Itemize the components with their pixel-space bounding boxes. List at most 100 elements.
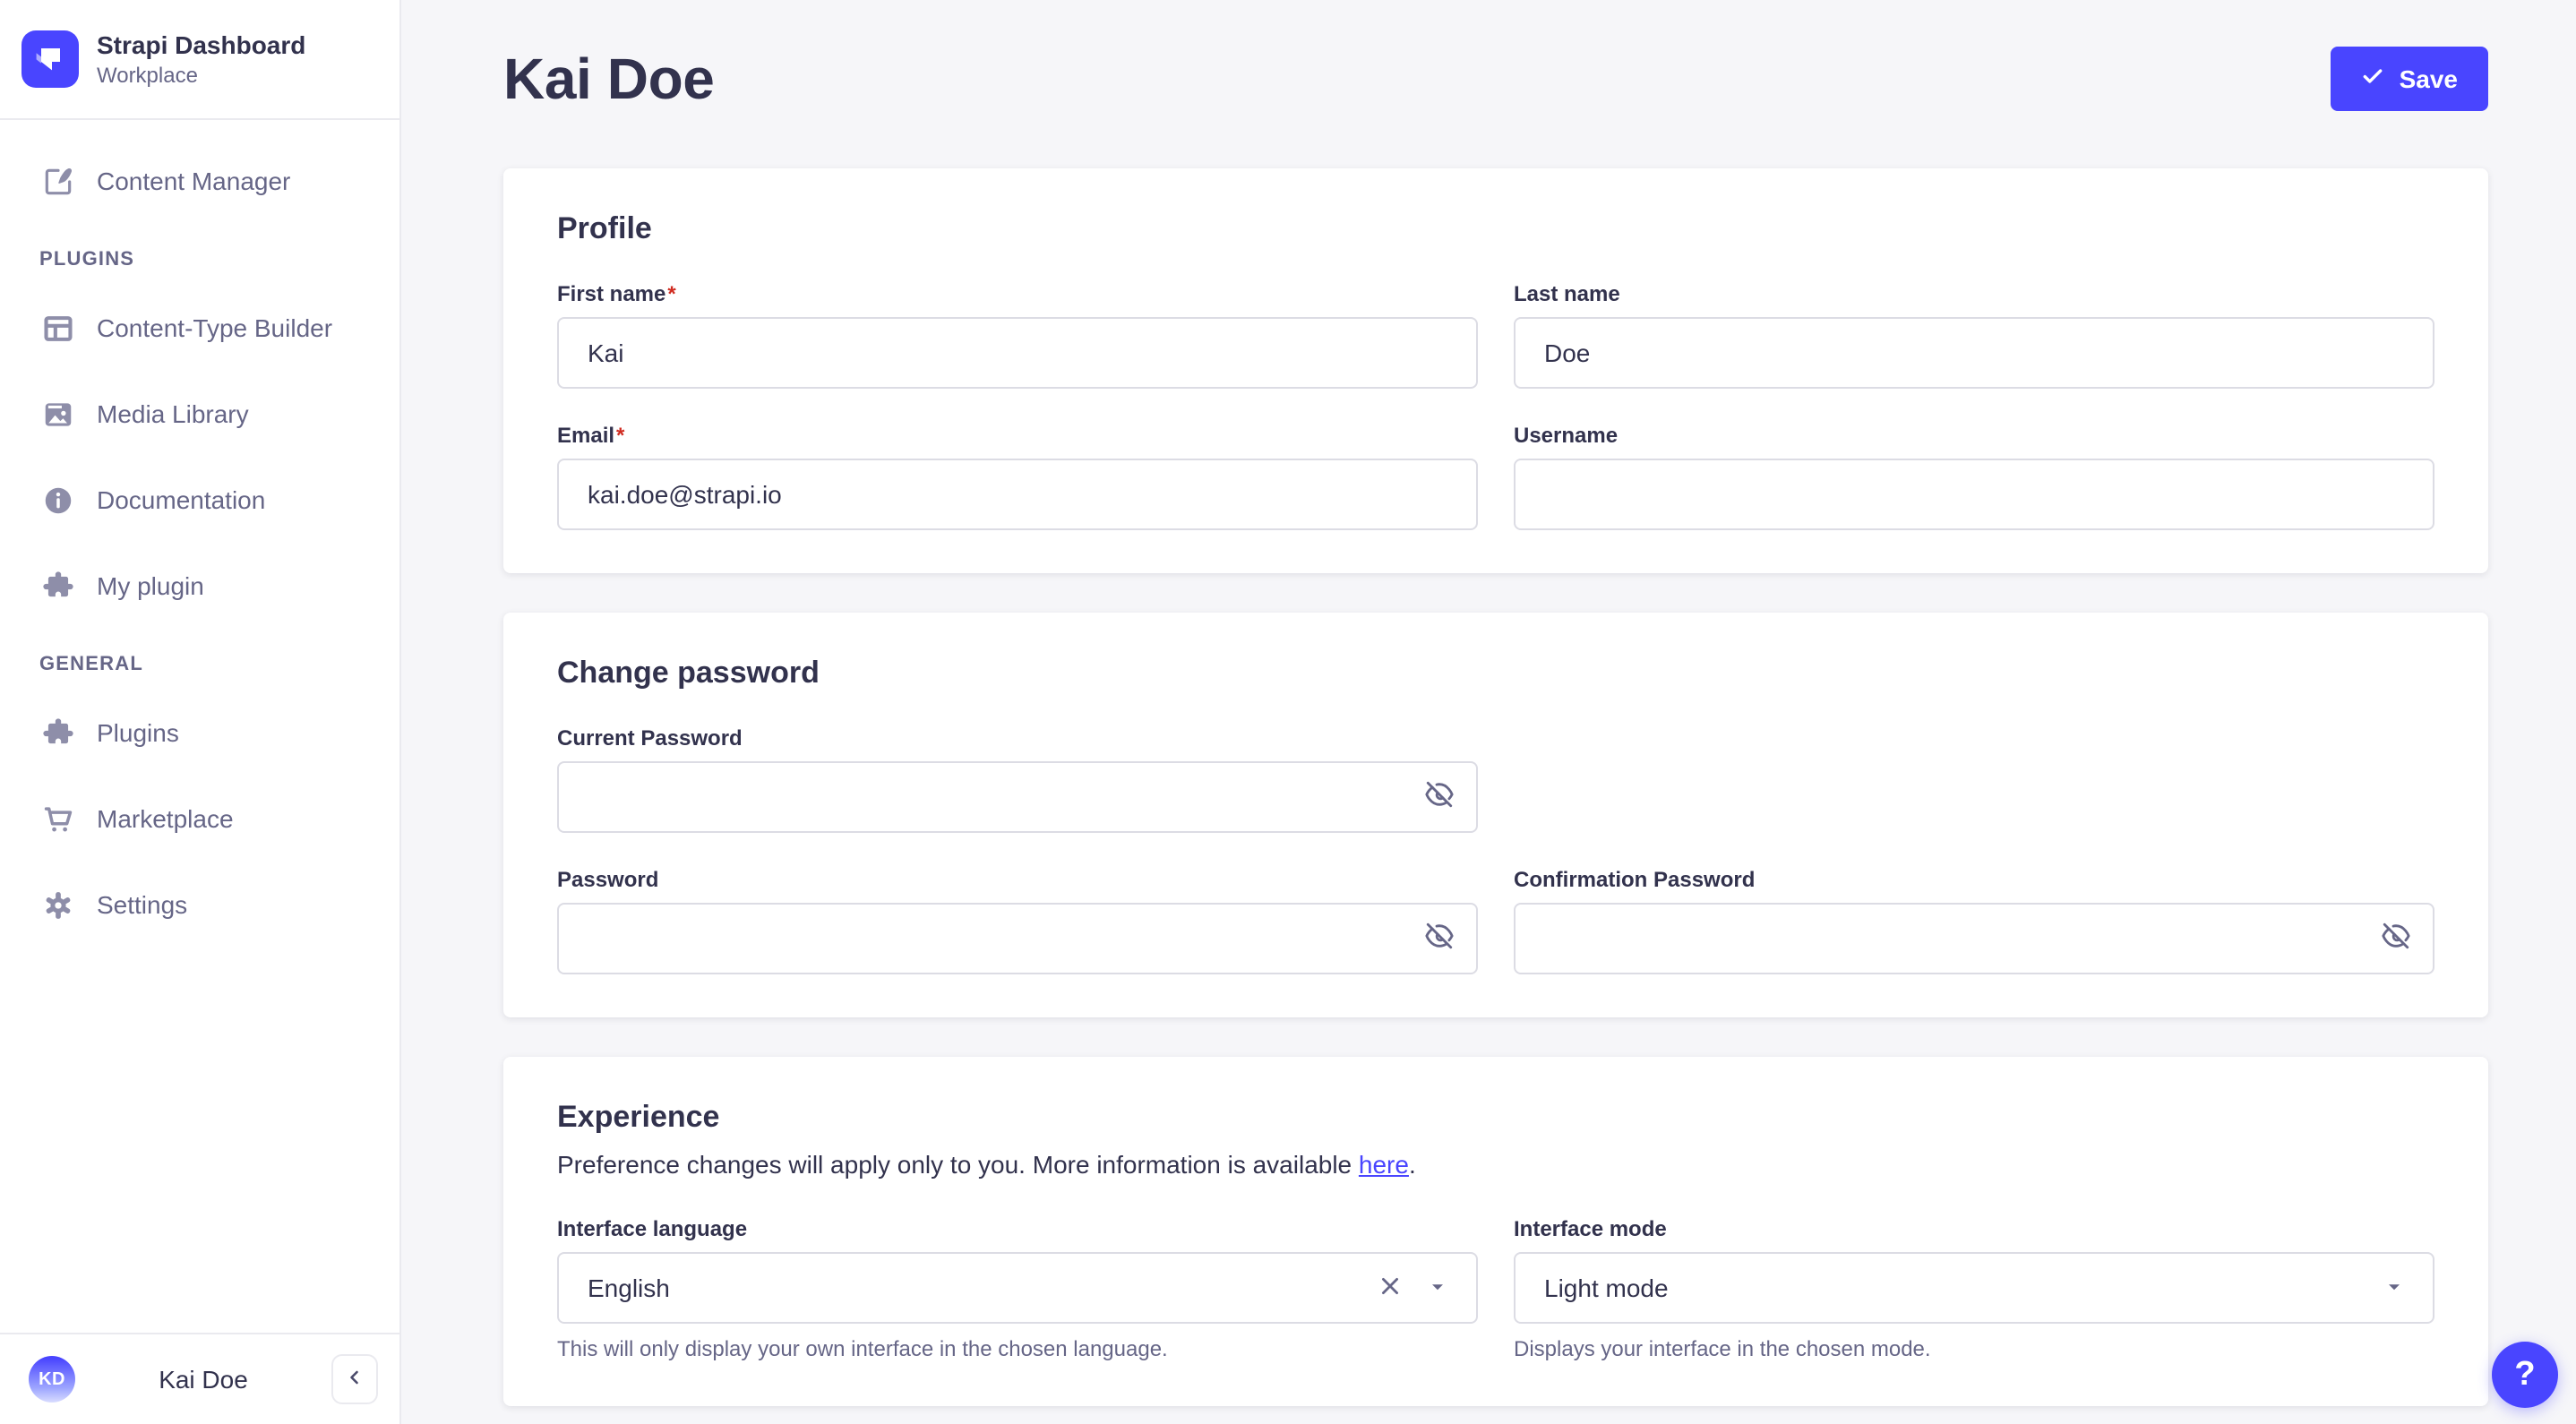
sidebar-item-label: Content Manager xyxy=(97,167,291,195)
sidebar-item-settings[interactable]: Settings xyxy=(21,869,378,940)
save-button[interactable]: Save xyxy=(2331,47,2488,111)
help-button[interactable]: ? xyxy=(2492,1342,2558,1408)
confirmation-password-field: Confirmation Password xyxy=(1514,865,2434,974)
sidebar-item-label: Content-Type Builder xyxy=(97,313,333,342)
sidebar-item-documentation[interactable]: Documentation xyxy=(21,464,378,536)
collapse-sidebar-button[interactable] xyxy=(331,1354,378,1404)
sidebar-section-plugins: PLUGINS xyxy=(39,249,135,270)
more-information-link[interactable]: here xyxy=(1358,1150,1409,1179)
sidebar-nav: Content Manager PLUGINS Content-Type Bui… xyxy=(0,120,399,1333)
sidebar: Strapi Dashboard Workplace Content Manag… xyxy=(0,0,401,1424)
last-name-label: Last name xyxy=(1514,281,1620,306)
email-input[interactable] xyxy=(557,459,1478,530)
new-password-field: Password xyxy=(557,865,1478,974)
current-password-input[interactable] xyxy=(557,761,1478,833)
experience-description: Preference changes will apply only to yo… xyxy=(557,1150,1416,1179)
interface-mode-field: Interface mode Light mode Displays your … xyxy=(1514,1214,2434,1363)
pen-icon xyxy=(39,163,75,199)
interface-language-value: English xyxy=(588,1274,670,1302)
chevron-down-icon[interactable] xyxy=(1428,1274,1447,1302)
first-name-label: First name * xyxy=(557,281,676,306)
gear-icon xyxy=(39,887,75,922)
interface-language-label: Interface language xyxy=(557,1216,748,1241)
change-password-section-title: Change password xyxy=(557,656,820,690)
first-name-input[interactable] xyxy=(557,317,1478,389)
current-password-field: Current Password xyxy=(557,724,1478,833)
interface-language-hint: This will only display your own interfac… xyxy=(557,1336,1168,1361)
sidebar-item-label: Plugins xyxy=(97,718,179,747)
last-name-input[interactable] xyxy=(1514,317,2434,389)
avatar[interactable]: KD xyxy=(29,1356,75,1403)
puzzle-icon xyxy=(39,715,75,751)
chevron-down-icon[interactable] xyxy=(2384,1274,2404,1302)
profile-card: Profile First name* Last name Email* xyxy=(503,168,2488,573)
required-asterisk: * xyxy=(616,423,625,448)
toggle-password-visibility-button[interactable] xyxy=(2377,917,2415,960)
layout-icon xyxy=(39,310,75,346)
sidebar-user-row: KD Kai Doe xyxy=(0,1333,399,1424)
sidebar-item-content-manager[interactable]: Content Manager xyxy=(21,145,378,217)
toggle-password-visibility-button[interactable] xyxy=(1421,776,1458,819)
question-mark-icon: ? xyxy=(2514,1355,2536,1393)
toggle-password-visibility-button[interactable] xyxy=(1421,917,1458,960)
brand-subtitle: Workplace xyxy=(97,62,198,87)
required-asterisk: * xyxy=(667,281,676,306)
confirmation-password-input[interactable] xyxy=(1514,903,2434,974)
interface-language-select[interactable]: English xyxy=(557,1252,1478,1324)
user-name: Kai Doe xyxy=(159,1365,248,1394)
username-input[interactable] xyxy=(1514,459,2434,530)
brand-title: Strapi Dashboard xyxy=(97,30,306,58)
clear-icon xyxy=(1378,1273,1403,1303)
image-icon xyxy=(39,396,75,432)
first-name-field: First name * xyxy=(557,279,1478,389)
profile-section-title: Profile xyxy=(557,211,652,245)
chevron-left-icon xyxy=(344,1366,365,1393)
email-label: Email * xyxy=(557,423,625,448)
last-name-field: Last name xyxy=(1514,279,2434,389)
experience-section-title: Experience xyxy=(557,1100,720,1134)
interface-mode-hint: Displays your interface in the chosen mo… xyxy=(1514,1336,1931,1361)
sidebar-item-media-library[interactable]: Media Library xyxy=(21,378,378,450)
interface-language-field: Interface language English xyxy=(557,1214,1478,1363)
eye-off-icon xyxy=(1424,921,1455,956)
save-button-label: Save xyxy=(2399,64,2458,93)
cart-icon xyxy=(39,801,75,836)
experience-card: Experience Preference changes will apply… xyxy=(503,1057,2488,1406)
sidebar-item-marketplace[interactable]: Marketplace xyxy=(21,783,378,854)
confirmation-password-label: Confirmation Password xyxy=(1514,867,1756,892)
workspace-switcher[interactable]: Strapi Dashboard Workplace xyxy=(0,0,399,120)
eye-off-icon xyxy=(2381,921,2411,956)
sidebar-item-plugins[interactable]: Plugins xyxy=(21,697,378,768)
check-icon xyxy=(2362,64,2385,93)
sidebar-item-label: Media Library xyxy=(97,399,249,428)
strapi-logo-icon xyxy=(21,30,79,88)
page-content: Profile First name* Last name Email* xyxy=(403,118,2576,1406)
puzzle-icon xyxy=(39,568,75,604)
sidebar-item-label: Settings xyxy=(97,890,188,919)
main: Kai Doe Save Profile First name* Las xyxy=(403,0,2576,1424)
brand-text: Strapi Dashboard Workplace xyxy=(97,30,305,89)
email-field: Email * xyxy=(557,421,1478,530)
change-password-card: Change password Current Password xyxy=(503,613,2488,1017)
new-password-label: Password xyxy=(557,867,659,892)
page-header: Kai Doe Save xyxy=(403,0,2576,118)
sidebar-section-general: GENERAL xyxy=(39,654,143,675)
sidebar-item-content-type-builder[interactable]: Content-Type Builder xyxy=(21,292,378,364)
grid-spacer xyxy=(1514,724,2434,833)
current-password-label: Current Password xyxy=(557,725,743,751)
sidebar-item-my-plugin[interactable]: My plugin xyxy=(21,550,378,622)
eye-off-icon xyxy=(1424,779,1455,815)
page-title: Kai Doe xyxy=(503,47,715,111)
sidebar-item-label: My plugin xyxy=(97,571,204,600)
username-label: Username xyxy=(1514,423,1619,448)
clear-selection-button[interactable] xyxy=(1378,1273,1403,1303)
interface-mode-label: Interface mode xyxy=(1514,1216,1667,1241)
interface-mode-select[interactable]: Light mode xyxy=(1514,1252,2434,1324)
sidebar-item-label: Documentation xyxy=(97,485,266,514)
sidebar-item-label: Marketplace xyxy=(97,804,234,833)
info-icon xyxy=(39,482,75,518)
new-password-input[interactable] xyxy=(557,903,1478,974)
interface-mode-value: Light mode xyxy=(1544,1274,1669,1302)
username-field: Username xyxy=(1514,421,2434,530)
